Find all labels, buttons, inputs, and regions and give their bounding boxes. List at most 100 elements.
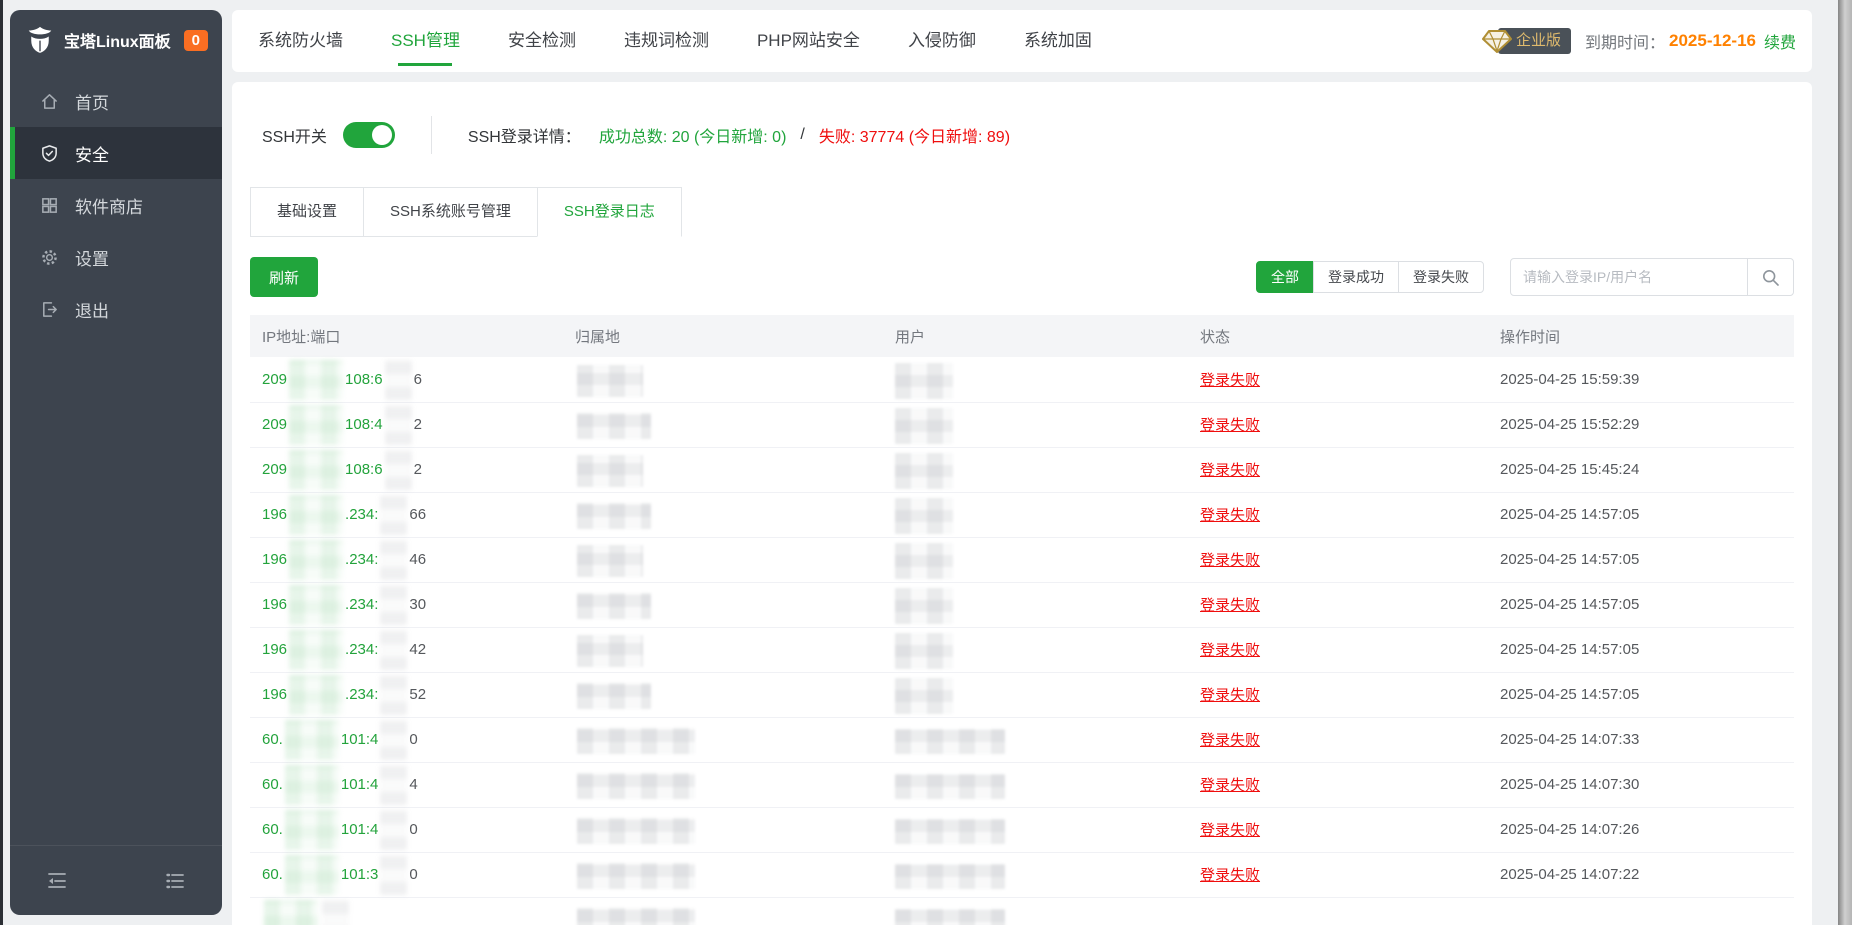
ip-port-cell: 209 108:6 2 — [250, 447, 563, 493]
login-fail-link[interactable]: 登录失败 — [1200, 417, 1261, 434]
ip-link[interactable]: 60. 101:4 — [262, 765, 378, 806]
ip-port-cell: 196.234: 42 — [250, 627, 563, 673]
location-cell — [563, 807, 883, 853]
filter-login-fail-button[interactable]: 登录失败 — [1398, 261, 1484, 293]
log-table-row: 196.234: 30 登录失败 2025-04-25 14:57:05 — [250, 582, 1794, 628]
col-header-op-time: 操作时间 — [1488, 315, 1794, 357]
login-fail-link[interactable]: 登录失败 — [1200, 777, 1261, 794]
blur-mask-location — [577, 503, 651, 530]
login-fail-link[interactable]: 登录失败 — [1200, 732, 1261, 749]
login-fail-link[interactable]: 登录失败 — [1200, 552, 1261, 569]
sidebar-item-home[interactable]: 首页 — [10, 75, 222, 127]
ssh-detail-label: SSH登录详情： — [467, 129, 581, 146]
ip-link[interactable]: 209 108:6 — [262, 450, 383, 491]
op-time-cell: 2025-04-25 14:57:05 — [1488, 582, 1794, 628]
tab-system-firewall[interactable]: 系统防火墙 — [258, 31, 343, 50]
login-fail-link[interactable]: 登录失败 — [1200, 507, 1261, 524]
user-cell — [883, 357, 1188, 403]
tab-system-hardening[interactable]: 系统加固 — [1023, 31, 1092, 50]
search-button[interactable] — [1747, 259, 1793, 295]
ip-link[interactable]: 196.234: — [262, 675, 378, 716]
col-header-user: 用户 — [883, 315, 1188, 357]
blur-mask-green — [289, 585, 344, 626]
menu-list-icon[interactable] — [164, 870, 186, 892]
ip-port-cell: 60. 101:4 4 — [250, 762, 563, 808]
login-fail-link[interactable]: 登录失败 — [1200, 822, 1261, 839]
ip-link[interactable] — [262, 900, 320, 925]
refresh-button[interactable]: 刷新 — [250, 257, 319, 297]
location-cell — [563, 897, 883, 925]
search-box — [1510, 258, 1794, 296]
logout-icon — [43, 301, 57, 317]
tab-intrusion-defense[interactable]: 入侵防御 — [907, 31, 976, 50]
tab-php-site-security[interactable]: PHP网站安全 — [756, 31, 860, 50]
blur-mask-green — [284, 810, 339, 851]
ip-link[interactable]: 209 108:4 — [262, 405, 383, 446]
status-cell: 登录失败 — [1188, 492, 1488, 538]
location-cell — [563, 402, 883, 448]
subtab-ssh-login-log[interactable]: SSH登录日志 — [536, 187, 682, 237]
blur-mask-green — [284, 720, 339, 761]
blur-mask-user — [895, 588, 953, 625]
user-cell — [883, 537, 1188, 583]
op-time-cell: 2025-04-25 14:07:30 — [1488, 762, 1794, 808]
login-fail-link[interactable]: 登录失败 — [1200, 371, 1261, 389]
sidebar-item-app-store[interactable]: 软件商店 — [10, 179, 222, 231]
ssh-switch-toggle[interactable] — [342, 122, 395, 148]
ip-link[interactable]: 60. 101:3 — [262, 855, 378, 896]
blur-mask-green — [289, 405, 344, 446]
sidebar-item-security[interactable]: 安全 — [10, 127, 222, 179]
sidebar-item-label: 设置 — [75, 249, 109, 269]
user-cell — [883, 582, 1188, 628]
subtab-basic-settings[interactable]: 基础设置 — [250, 187, 365, 237]
baota-logo-icon — [28, 26, 52, 53]
ip-link[interactable]: 196.234: — [262, 585, 378, 626]
login-fail-link[interactable]: 登录失败 — [1200, 687, 1261, 704]
blur-mask-green — [289, 540, 344, 581]
subtab-ssh-accounts[interactable]: SSH系统账号管理 — [363, 187, 538, 237]
renew-link[interactable]: 续费 — [1763, 35, 1796, 52]
blur-mask-gray — [384, 405, 412, 446]
vertical-scrollbar[interactable] — [1838, 0, 1852, 925]
login-fail-link[interactable]: 登录失败 — [1200, 597, 1261, 614]
blur-mask-gray — [380, 540, 408, 581]
ip-link[interactable]: 196.234: — [262, 495, 378, 536]
blur-mask-gray — [380, 720, 408, 761]
filter-all-button[interactable]: 全部 — [1256, 261, 1314, 293]
search-input[interactable] — [1511, 259, 1747, 295]
blur-mask-green — [289, 495, 344, 536]
user-cell — [883, 762, 1188, 808]
tab-security-check[interactable]: 安全检测 — [507, 31, 576, 50]
blur-mask-user — [895, 543, 953, 580]
ip-link[interactable]: 196.234: — [262, 540, 378, 581]
ip-link[interactable]: 60. 101:4 — [262, 720, 378, 761]
blur-mask-user — [895, 408, 953, 445]
ip-link[interactable]: 196.234: — [262, 630, 378, 671]
user-cell — [883, 897, 1188, 925]
sidebar-item-settings[interactable]: 设置 — [10, 231, 222, 283]
log-filter-group: 全部 登录成功 登录失败 — [1256, 261, 1484, 293]
login-fail-link[interactable]: 登录失败 — [1200, 867, 1261, 884]
status-cell: 登录失败 — [1188, 537, 1488, 583]
collapse-sidebar-icon[interactable] — [46, 870, 68, 892]
notification-badge[interactable]: 0 — [183, 29, 209, 51]
location-cell — [563, 537, 883, 583]
login-fail-link[interactable]: 登录失败 — [1200, 642, 1261, 659]
status-cell: 登录失败 — [1188, 807, 1488, 853]
sidebar-item-logout[interactable]: 退出 — [10, 283, 222, 335]
blur-mask-user — [895, 453, 953, 490]
ip-link[interactable]: 60. 101:4 — [262, 810, 378, 851]
ip-link[interactable]: 209 108:6 — [262, 359, 383, 400]
blur-mask-location — [577, 545, 643, 578]
status-cell: 登录失败 — [1188, 357, 1488, 403]
blur-mask-user — [895, 908, 1005, 925]
user-cell — [883, 492, 1188, 538]
tab-banned-words[interactable]: 违规词检测 — [623, 31, 709, 50]
filter-login-success-button[interactable]: 登录成功 — [1313, 261, 1399, 293]
tab-ssh-management[interactable]: SSH管理 — [391, 10, 460, 72]
ssh-management-panel: SSH开关 SSH登录详情： 成功总数: 20 (今日新增: 0) / 失败: … — [232, 82, 1812, 925]
blur-mask-user — [895, 818, 1005, 844]
status-cell: 登录失败 — [1188, 762, 1488, 808]
blur-mask-user — [895, 863, 1005, 889]
login-fail-link[interactable]: 登录失败 — [1200, 462, 1261, 479]
